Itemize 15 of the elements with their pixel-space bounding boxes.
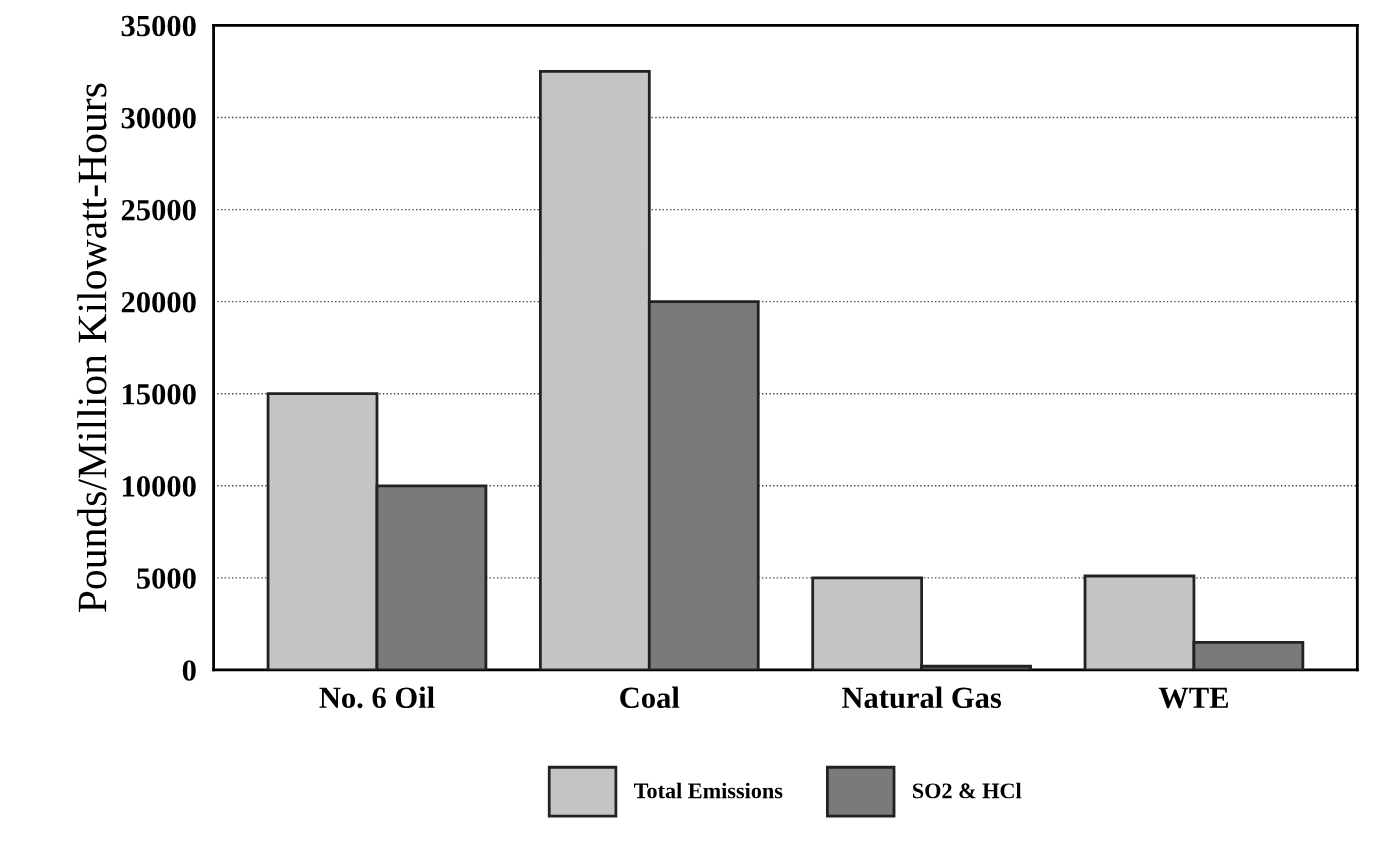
x-tick-label: No. 6 Oil	[319, 686, 435, 709]
x-tick-label: WTE	[1158, 687, 1229, 709]
y-tick-label: 15000	[122, 384, 196, 405]
x-tick-label: Coal	[620, 686, 680, 709]
y-tick-label: 20000	[121, 291, 196, 313]
y-axis-title: Pounds/Million Kilowatt-Hours	[77, 83, 107, 613]
y-tick-label: 0	[182, 660, 196, 681]
legend-label: Total Emissions	[634, 782, 783, 799]
y-tick-label: 5000	[137, 568, 196, 589]
legend-label: SO2 & HCl	[912, 782, 1022, 799]
y-tick-label: 25000	[121, 199, 196, 221]
y-tick-label: 30000	[121, 107, 196, 129]
y-tick-label: 35000	[121, 15, 196, 37]
y-tick-label: 10000	[122, 476, 196, 497]
x-tick-label: Natural Gas	[841, 686, 1002, 709]
